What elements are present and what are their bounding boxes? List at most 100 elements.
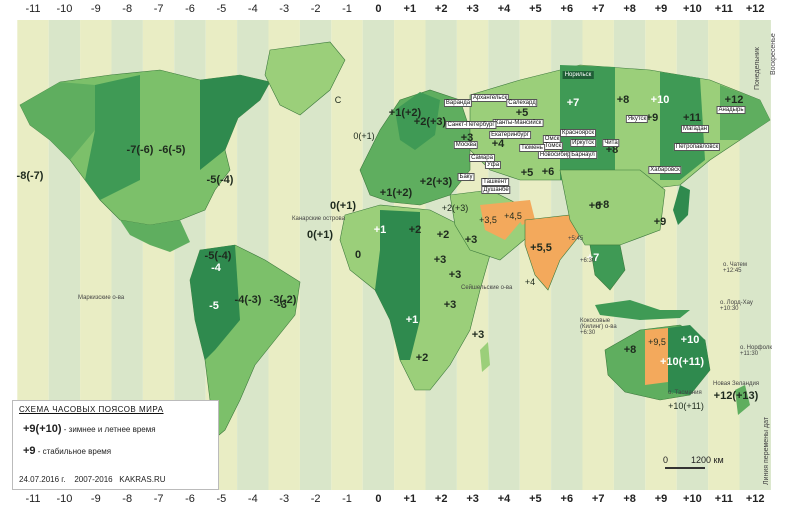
label-yakutsk: +9 [645,112,659,124]
label-brazil-west: -4 [211,262,221,274]
scale-zero: 0 [663,455,669,465]
city-dushanbe: Душанбе [481,186,511,194]
label-europe-central: +1(+2) [379,187,413,199]
canada-east [200,75,270,170]
label-egypt: +2 [436,229,450,241]
city-chita: Чита [602,139,620,147]
legend-std-example: +9 [23,445,36,457]
label-persian: +4 [524,277,536,287]
label-vladivostok: +10 [650,94,670,106]
label-africa-central-2: +1 [405,314,419,326]
label-turkey: +2(+3) [441,203,469,213]
southeast-asia [589,244,626,291]
label-finland: +2(+3) [413,116,447,128]
timezone-label: +6 [560,493,574,505]
timezone-label: +3 [466,493,479,505]
label-kamchatka: +12 [724,94,744,106]
label-kazakh-west: +5 [520,167,534,179]
timezone-label: -2 [310,3,321,15]
city-magadan: Магадан [681,125,709,133]
label-africa-central: +1 [373,224,387,236]
timezone-label: +5 [529,493,542,505]
label-scandinavia: +1(+2) [388,107,422,119]
label-alaska: -8(-7) [16,170,44,182]
label-samara: +4 [491,138,505,150]
alaska [20,82,95,160]
madagascar [480,342,490,372]
city-varanda: Варанда [443,99,473,107]
timezone-label: +11 [714,493,733,505]
label-canada-central: -6(-5) [158,144,186,156]
city-khanty-mansiysk: Ханты-Мансийск [492,119,544,127]
label-magadan: +11 [682,112,702,124]
timezone-label: +2 [434,493,448,505]
timezone-label: +9 [654,493,668,505]
brazil-west [190,245,240,360]
timezone-label: -9 [90,493,101,505]
legend-dst-text: - зимнее и летнее время [63,425,156,434]
timezone-label: -2 [310,493,321,505]
legend-dst-example: +9(+10) [23,423,62,435]
continents [19,41,771,441]
city-samara: Самара [469,154,495,162]
timezone-label: -10 [56,493,73,505]
timezone-label: +4 [497,493,511,505]
timezone-label: +7 [591,493,605,505]
timezone-label: 0 [375,493,382,505]
city-ufa: Уфа [484,161,502,169]
china [559,169,666,246]
label-atlantic: -4(-3) [234,294,262,306]
label-africa-southeast: +3 [448,269,462,281]
legend-title: СХЕМА ЧАСОВЫХ ПОЯСОВ МИРА [19,405,164,414]
label-australia-west: +8 [623,344,637,356]
legend-years: 2007-2016 [74,475,113,484]
label-africa-east: +3 [433,254,447,266]
label-africa-east-2: +3 [443,299,457,311]
label-southeast-asia: +7 [586,252,600,264]
timezone-label: -5 [216,3,227,15]
label-iran: +3,5 [479,215,497,225]
label-africa-south-2: +2 [415,352,429,364]
label-iceland: C [334,95,342,105]
note-chatham: о. Чатем +12:45 [723,262,748,274]
timezone-label: -11 [25,493,41,505]
timezone-label: +12 [745,3,765,15]
legend-box: СХЕМА ЧАСОВЫХ ПОЯСОВ МИРА +9(+10) - зимн… [12,400,219,490]
label-canada-west: -7(-6) [126,144,154,156]
label-cuba: -5(-4) [204,250,232,262]
timezone-label: +9 [654,3,668,15]
canada-west [85,75,140,200]
city-ekaterinburg: Екатеринбург [489,131,531,139]
label-tasmania: +10(+11) [668,401,704,411]
note-tasmania: о. Тасмания [668,390,702,396]
timezone-label: +1 [403,493,417,505]
legend-std-text: - стабильное время [37,447,112,456]
timezone-label: -1 [342,493,352,505]
city-anadyr: Анадырь [716,106,746,114]
label-arabia: +3 [464,234,478,246]
city-saint-petersburg: Санкт-Петербург [445,121,497,129]
timezone-label: +11 [714,3,733,15]
timezone-label: +8 [623,3,636,15]
label-australia-central: +9,5 [648,337,666,347]
note-sunday: Воскресенье [770,33,777,75]
timezone-label: +10 [683,493,702,505]
city-tashkent: Ташкент [481,178,509,186]
legend-date: 24.07.2016 г. [19,475,66,484]
legend-std-row: +9 - стабильное время [23,445,111,457]
mexico [120,220,190,252]
city-krasnoyarsk: Красноярск [559,129,597,137]
timezone-label: +8 [623,493,636,505]
label-mongolia: +8 [605,144,619,156]
city-norilsk: Норильск [562,71,594,79]
timezone-label: -4 [247,3,258,15]
city-arkhangelsk: Архангельск [470,94,510,102]
timezone-label: -3 [279,3,290,15]
city-baku: Баку [457,173,475,181]
label-ural: +5 [515,107,529,119]
label-brazil-east: -3 [277,299,287,311]
city-moscow: Москва [453,141,479,149]
city-khabarovsk: Хабаровск [648,166,682,174]
australia-central [645,328,668,385]
city-irkutsk: Иркутск [570,139,596,147]
